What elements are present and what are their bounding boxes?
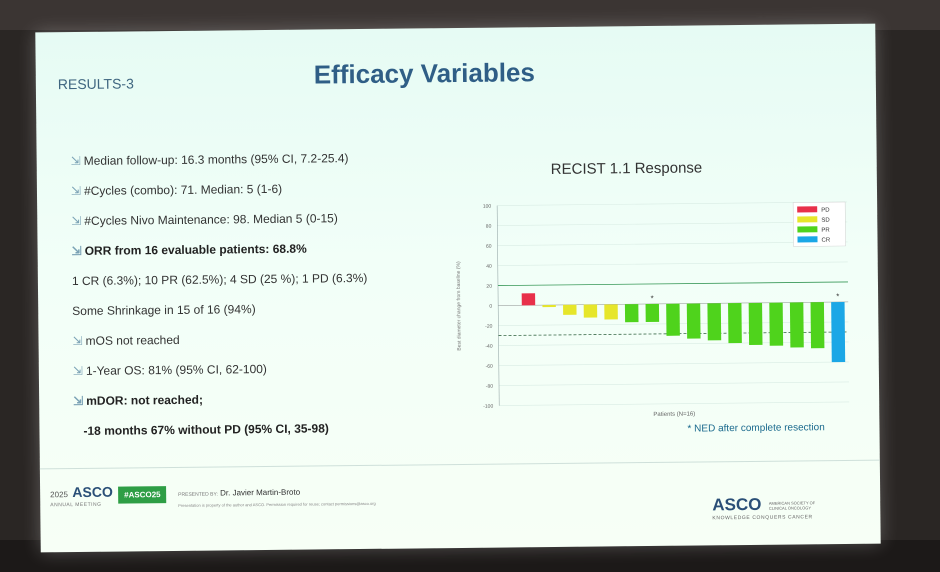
y-tick-label: -60 xyxy=(486,364,494,370)
footer-divider xyxy=(39,459,880,470)
y-tick-label: 40 xyxy=(486,264,492,270)
bullet-item: ⇲ Median follow-up: 16.3 months (95% CI, … xyxy=(71,151,349,168)
bar-cr xyxy=(831,301,846,363)
gridline xyxy=(497,241,848,246)
bullet-arrow-icon: ⇲ xyxy=(71,213,82,229)
legend-swatch xyxy=(797,216,818,223)
bullet-text: ORR from 16 evaluable patients: 68.8% xyxy=(84,241,307,258)
legend-label: CR xyxy=(821,238,830,244)
asco-right-society-name: AMERICAN SOCIETY OF CLINICAL ONCOLOGY xyxy=(768,500,816,511)
asco-right-wordmark: ASCO xyxy=(712,494,762,515)
bar-pr xyxy=(728,303,742,344)
presenter-line: PRESENTED BY: Dr. Javier Martin-Broto xyxy=(178,488,300,498)
bullet-text: 1-Year OS: 81% (95% CI, 62-100) xyxy=(85,362,267,378)
bar-pr xyxy=(645,303,660,323)
y-tick-label: -20 xyxy=(485,324,493,330)
legend-swatch xyxy=(797,226,818,233)
y-tick-label: -40 xyxy=(485,344,493,350)
bullet-text: mDOR: not reached; xyxy=(86,392,203,408)
bullet-arrow-icon: ⇲ xyxy=(72,363,83,379)
bullet-item: ⇲ mOS not reached xyxy=(72,333,179,348)
bullet-text: 1 CR (6.3%); 10 PR (62.5%); 4 SD (25 %);… xyxy=(71,270,368,289)
bullet-text: Some Shrinkage in 15 of 16 (94%) xyxy=(72,302,256,319)
projected-slide: RESULTS-3 Efficacy Variables ⇲ Median fol… xyxy=(35,23,881,553)
asco-right-tagline: KNOWLEDGE CONQUERS CANCER xyxy=(712,514,813,522)
bullet-item: 1 CR (6.3%); 10 PR (62.5%); 4 SD (25 %);… xyxy=(72,271,368,288)
ned-asterisk: * xyxy=(651,294,654,303)
asco-society-logo: ASCO AMERICAN SOCIETY OF CLINICAL ONCOLO… xyxy=(712,494,833,522)
gridline xyxy=(499,401,850,406)
bar-sd xyxy=(542,304,556,308)
section-label: RESULTS-3 xyxy=(57,75,134,93)
chart-title: RECIST 1.1 Response xyxy=(550,159,703,179)
legend-box xyxy=(792,201,846,247)
bar-pr xyxy=(666,303,680,336)
bullet-text: Median follow-up: 16.3 months (95% CI, 7… xyxy=(83,151,349,168)
y-tick-label: 60 xyxy=(486,244,492,250)
bar-pd xyxy=(521,293,536,306)
bullet-arrow-icon: ⇲ xyxy=(73,393,84,409)
y-tick-label: -100 xyxy=(483,404,493,410)
bar-pr xyxy=(707,303,722,341)
legend-label: PR xyxy=(821,228,830,234)
bar-pr xyxy=(686,303,701,339)
bar-pr xyxy=(810,302,825,349)
gridline xyxy=(499,381,850,386)
bar-pr xyxy=(748,302,763,345)
gridline xyxy=(498,341,849,346)
asco-year: 2025 xyxy=(50,490,68,500)
bullet-item: ⇲ 1-Year OS: 81% (95% CI, 62-100) xyxy=(73,362,267,378)
presenter-name: Dr. Javier Martin-Broto xyxy=(220,487,301,498)
bullet-text: #Cycles (combo): 71. Median: 5 (1-6) xyxy=(83,181,283,198)
y-tick-label: -80 xyxy=(486,384,494,390)
bullet-text: mOS not reached xyxy=(85,332,180,348)
bullet-item: -18 months 67% without PD (95% CI, 35-98… xyxy=(83,421,329,438)
bar-sd xyxy=(563,304,577,315)
x-axis-label: Patients (N=16) xyxy=(653,412,695,418)
y-axis-label: Best diameter change from baseline (%) xyxy=(456,261,463,351)
copyright-fine-print: Presentation is property of the author a… xyxy=(178,500,376,508)
bullet-item: ⇲ ORR from 16 evaluable patients: 68.8% xyxy=(72,242,307,258)
y-tick-label: 0 xyxy=(489,304,492,310)
gridline xyxy=(497,221,848,226)
bullet-arrow-icon: ⇲ xyxy=(70,183,82,199)
hashtag-badge: #ASCO25 xyxy=(118,486,167,504)
bullet-text: #Cycles Nivo Maintenance: 98. Median 5 (… xyxy=(84,211,338,228)
y-tick-label: 100 xyxy=(483,204,492,210)
bullet-arrow-icon: ⇲ xyxy=(70,153,81,169)
gridline xyxy=(497,261,848,266)
gridline xyxy=(497,201,848,206)
presented-by-label: PRESENTED BY: xyxy=(178,491,218,498)
bullet-item: ⇲ mDOR: not reached; xyxy=(73,393,203,408)
legend-swatch xyxy=(797,206,818,213)
bar-sd xyxy=(583,304,598,318)
gridline xyxy=(498,361,849,366)
waterfall-chart: 100 80 60 40 20 0 -20 -40 -60 -80 -100 Best diamete… xyxy=(456,201,850,418)
bar-sd xyxy=(604,304,618,320)
bullet-item: Some Shrinkage in 15 of 16 (94%) xyxy=(72,302,256,318)
legend-swatch xyxy=(797,236,818,243)
legend-label: PD xyxy=(821,208,830,214)
asco-wordmark: ASCO xyxy=(72,483,113,501)
slide-title: Efficacy Variables xyxy=(313,57,536,90)
bullet-arrow-icon: ⇲ xyxy=(72,333,83,349)
legend-label: SD xyxy=(821,218,830,224)
asco-annual-meeting-logo: 2025 ASCO ANNUAL MEETING xyxy=(50,484,113,509)
bullet-arrow-icon: ⇲ xyxy=(71,243,82,259)
ned-asterisk: * xyxy=(836,292,839,301)
bullet-text: -18 months 67% without PD (95% CI, 35-98… xyxy=(83,421,329,438)
ned-footnote: * NED after complete resection xyxy=(687,422,825,435)
y-tick-label: 80 xyxy=(486,224,492,230)
bar-pr xyxy=(769,302,784,346)
pd-threshold-line xyxy=(497,281,848,286)
y-tick-label: 20 xyxy=(486,284,492,290)
bar-pr xyxy=(789,302,804,348)
bullet-list: ⇲ Median follow-up: 16.3 months (95% CI, … xyxy=(71,150,451,438)
asco-subtitle: ANNUAL MEETING xyxy=(50,501,102,509)
bullet-item: ⇲ #Cycles (combo): 71. Median: 5 (1-6) xyxy=(71,182,282,198)
bar-pr xyxy=(624,304,639,323)
bullet-item: ⇲ #Cycles Nivo Maintenance: 98. Median 5 … xyxy=(71,211,338,228)
